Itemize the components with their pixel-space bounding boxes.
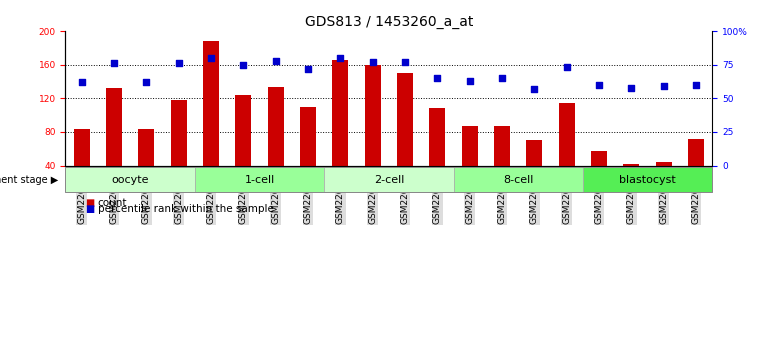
Point xyxy=(270,58,282,63)
Title: GDS813 / 1453260_a_at: GDS813 / 1453260_a_at xyxy=(305,14,473,29)
Point xyxy=(334,55,346,61)
Point xyxy=(496,75,508,81)
Point xyxy=(302,66,314,71)
Text: 8-cell: 8-cell xyxy=(503,175,534,185)
Bar xyxy=(461,126,477,199)
Point xyxy=(593,82,605,88)
Bar xyxy=(397,73,413,199)
Bar xyxy=(688,139,704,199)
Bar xyxy=(203,41,219,199)
Bar xyxy=(494,126,510,199)
Text: ■: ■ xyxy=(85,198,94,207)
Point xyxy=(690,82,702,88)
Bar xyxy=(527,140,542,199)
Point xyxy=(464,78,476,83)
Bar xyxy=(559,102,574,199)
Point xyxy=(237,62,249,68)
Bar xyxy=(74,129,90,199)
Text: count: count xyxy=(98,198,127,207)
Bar xyxy=(139,129,154,199)
Point xyxy=(75,79,88,85)
Point xyxy=(658,83,670,89)
Bar xyxy=(333,60,348,199)
Text: percentile rank within the sample: percentile rank within the sample xyxy=(98,205,273,214)
Bar xyxy=(268,87,283,199)
Text: oocyte: oocyte xyxy=(112,175,149,185)
Bar xyxy=(106,88,122,199)
Text: ■: ■ xyxy=(85,205,94,214)
Point xyxy=(140,79,152,85)
Text: 2-cell: 2-cell xyxy=(373,175,404,185)
Text: blastocyst: blastocyst xyxy=(619,175,676,185)
Point xyxy=(561,65,573,70)
Text: 1-cell: 1-cell xyxy=(244,175,275,185)
Point xyxy=(205,55,217,61)
Point xyxy=(431,75,444,81)
Text: development stage ▶: development stage ▶ xyxy=(0,175,58,185)
Point xyxy=(528,86,541,92)
Bar xyxy=(365,65,380,199)
Bar xyxy=(591,151,607,199)
Bar xyxy=(300,107,316,199)
Bar xyxy=(623,164,639,199)
Bar xyxy=(236,95,251,199)
Point xyxy=(367,59,379,65)
Point xyxy=(108,61,120,66)
Bar xyxy=(655,162,671,199)
Bar xyxy=(430,108,445,199)
Point xyxy=(172,61,185,66)
Bar xyxy=(171,100,186,199)
Point xyxy=(625,85,638,90)
Point xyxy=(399,59,411,65)
